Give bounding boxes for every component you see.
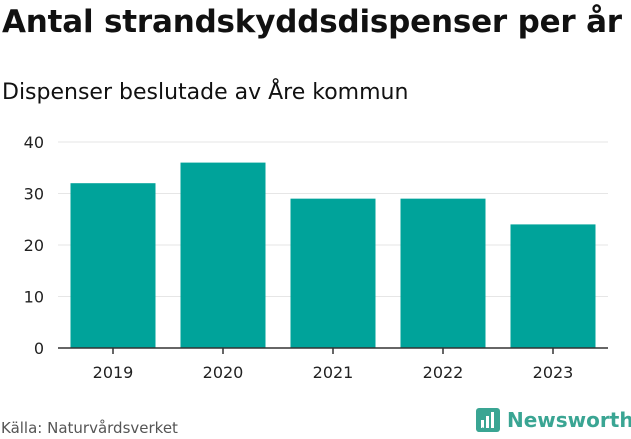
y-tick-label: 40 — [24, 133, 44, 152]
bar-2021 — [290, 198, 376, 348]
bar-chart-logo-icon — [476, 408, 500, 432]
chart-title: Antal strandskyddsdispenser per år — [2, 4, 622, 40]
brand-name: Newsworthy — [507, 408, 631, 432]
x-tick-label: 2019 — [93, 363, 134, 382]
y-tick-label: 30 — [24, 185, 44, 204]
x-tick-label: 2021 — [313, 363, 354, 382]
bar-2023 — [510, 224, 596, 348]
bar-2022 — [400, 198, 486, 348]
y-tick-label: 20 — [24, 236, 44, 255]
bar-chart: 0 10 20 30 40 2019 2020 2021 2022 2023 — [24, 133, 608, 382]
chart-subtitle: Dispenser beslutade av Åre kommun — [2, 80, 409, 105]
x-tick-label: 2022 — [423, 363, 464, 382]
y-tick-label: 10 — [24, 288, 44, 307]
bar-2019 — [70, 183, 156, 348]
x-tick-label: 2023 — [533, 363, 574, 382]
x-tick-label: 2020 — [203, 363, 244, 382]
bar-2020 — [180, 162, 266, 348]
source-note: Källa: Naturvårdsverket — [1, 419, 178, 437]
y-tick-label: 0 — [34, 339, 44, 358]
brand-logo[interactable]: Newsworthy — [475, 407, 631, 433]
